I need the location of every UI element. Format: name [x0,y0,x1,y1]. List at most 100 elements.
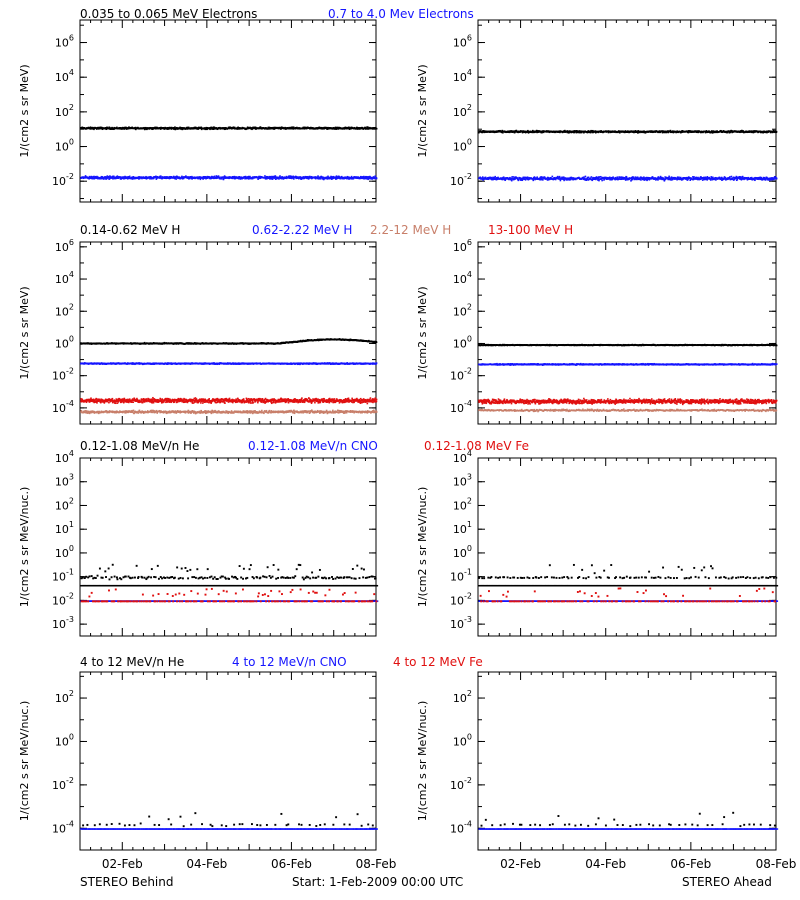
data-point [259,175,261,178]
data-point [91,176,94,178]
data-point [148,128,151,130]
data-point [320,175,323,178]
data-point [278,127,281,130]
data-point [163,127,165,129]
data-point [218,176,221,179]
data-point [122,176,125,178]
data-point [224,128,227,130]
data-point [346,177,348,180]
data-point [165,127,168,129]
data-point [484,178,486,180]
data-point [273,128,275,130]
y-tick-label: 106 [453,34,472,50]
y-tick-exponent: 0 [69,138,74,147]
data-point [176,176,179,178]
data-point [100,177,103,180]
y-tick-base: 10 [453,37,467,50]
data-point [131,176,134,179]
data-point [367,176,370,179]
data-point [237,176,240,178]
data-point [339,126,341,129]
data-point [149,175,152,178]
data-point [365,176,367,179]
data-point [199,178,202,181]
data-point [625,176,628,178]
data-point [182,177,185,180]
data-point [216,175,219,178]
data-point [186,176,188,178]
data-point [152,177,155,180]
series-title: 0.7 to 4.0 Mev Electrons [328,7,474,21]
data-point [184,176,187,178]
y-tick-base: 10 [55,337,69,350]
y-tick-label: 10-2 [52,172,74,188]
data-point [144,126,147,129]
data-point [334,126,337,129]
data-point [291,127,293,130]
y-tick-label: 100 [55,334,74,350]
data-point [337,176,340,179]
data-point [285,175,288,178]
data-point [322,178,325,181]
y-tick-exponent: -4 [66,399,74,408]
data-point [200,127,202,130]
data-point [488,130,491,133]
data-point [231,177,234,180]
data-point [356,177,359,180]
data-point [264,178,267,180]
data-point [126,176,129,179]
data-point [148,127,151,129]
data-point [304,127,307,130]
data-point [271,176,274,179]
data-point [513,130,515,133]
data-point [350,128,352,130]
data-point [375,341,378,344]
data-point [118,176,121,179]
data-point [272,176,275,178]
data-point [178,176,181,179]
data-point [355,127,358,130]
data-point [332,177,335,180]
data-point [111,176,113,179]
data-point [775,177,778,180]
y-tick-base: 10 [55,71,69,84]
data-point [159,127,161,129]
data-point [200,126,203,129]
data-point [348,126,350,129]
data-point [316,176,319,179]
data-point [266,177,268,180]
data-point [220,177,223,180]
data-point [363,177,365,180]
data-point [199,177,201,180]
data-point [109,175,111,177]
y-tick-label: 102 [55,302,74,318]
y-tick-exponent: 4 [467,68,472,77]
series-title: 0.035 to 0.065 MeV Electrons [80,7,257,21]
y-tick-base: 10 [55,273,69,286]
data-point [501,129,504,132]
data-point [103,177,106,179]
data-point [275,178,277,180]
data-point [350,175,353,178]
data-point [573,130,576,132]
data-point [141,177,143,180]
data-point [217,175,220,177]
data-point [366,126,368,128]
data-point [527,132,530,134]
data-point [526,176,529,179]
data-point [279,176,282,179]
data-point [258,175,260,178]
data-point [166,128,169,130]
y-tick-exponent: 2 [69,302,74,311]
data-point [253,177,256,179]
y-tick-base: 10 [55,106,69,119]
data-point [86,176,88,178]
data-point [754,179,756,182]
data-point [179,126,182,129]
data-point [163,177,165,180]
data-point [292,176,294,179]
data-point [239,176,241,179]
data-point [232,126,235,129]
panels-layer: 0.035 to 0.065 MeV Electrons 0.7 to 4.0 M… [18,7,796,871]
